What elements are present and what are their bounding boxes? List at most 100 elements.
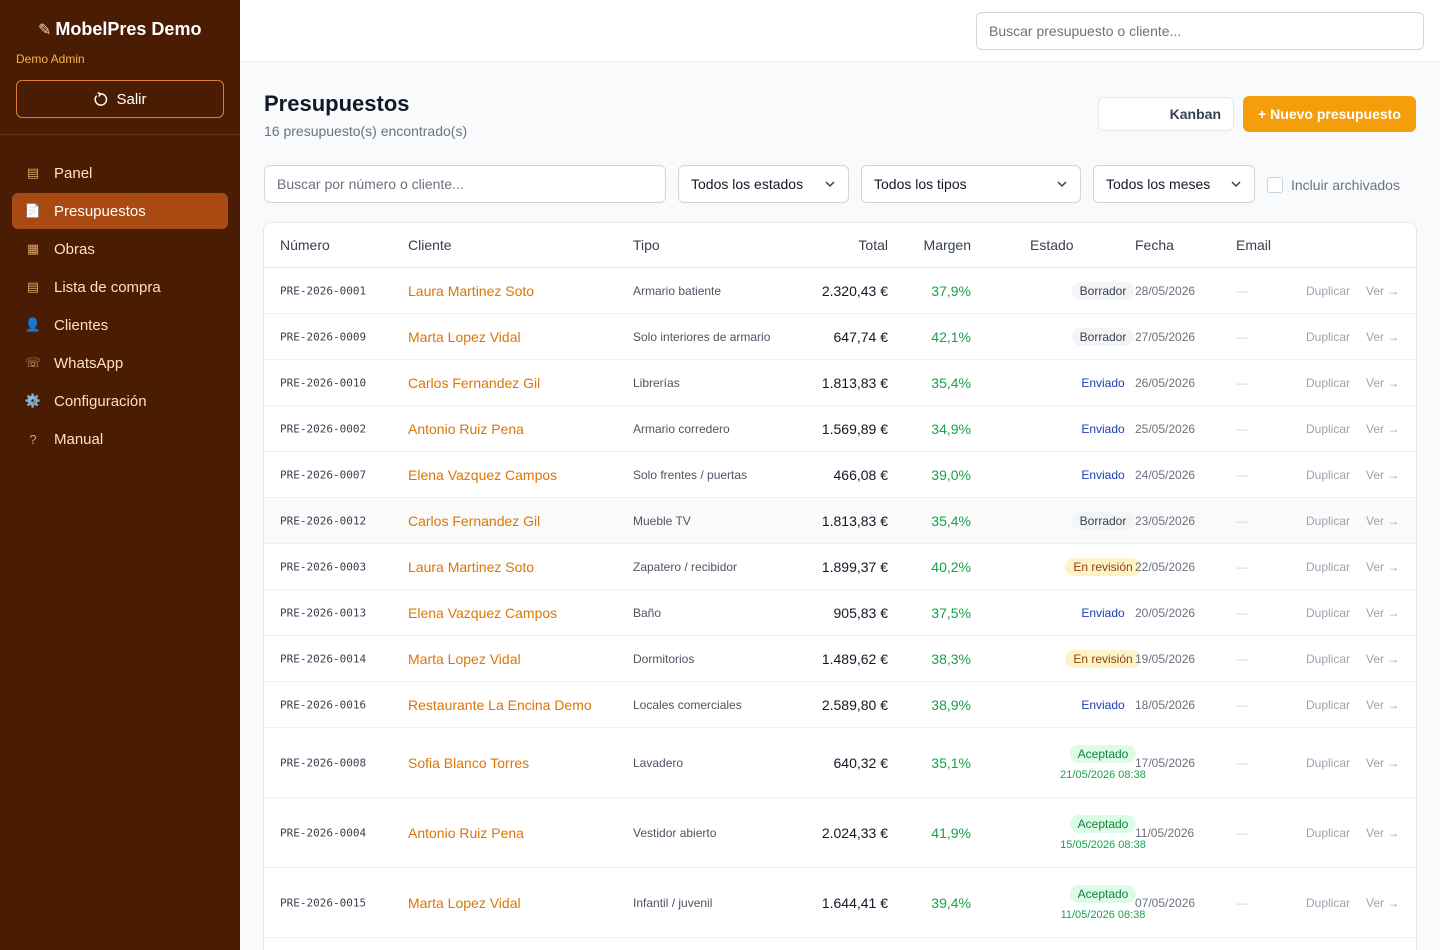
view-link[interactable]: Ver →: [1366, 513, 1400, 528]
table-row[interactable]: PRE-2026-0016 Restaurante La Encina Demo L…: [264, 682, 1416, 728]
client-link[interactable]: Antonio Ruiz Pena: [408, 420, 524, 437]
type-select[interactable]: Todos los tipos: [861, 165, 1081, 203]
global-search-input[interactable]: [976, 12, 1424, 50]
client-link[interactable]: Marta Lopez Vidal: [408, 650, 521, 667]
quote-type: Dormitorios: [633, 651, 695, 666]
sidebar-item-obras[interactable]: ▦ Obras: [12, 231, 228, 267]
duplicate-link[interactable]: Duplicar: [1306, 605, 1351, 620]
client-link[interactable]: Elena Vazquez Campos: [408, 604, 558, 621]
duplicate-link[interactable]: Duplicar: [1306, 697, 1351, 712]
new-quote-button[interactable]: + Nuevo presupuesto: [1243, 96, 1416, 132]
status-cell: En revisión: [1053, 649, 1153, 668]
quote-margin: 39,0%: [931, 466, 971, 483]
col-estado[interactable]: Estado: [1030, 237, 1074, 253]
col-cliente[interactable]: Cliente: [408, 237, 452, 253]
quote-margin: 38,3%: [931, 650, 971, 667]
include-archived-label: Incluir archivados: [1291, 177, 1400, 193]
col-total[interactable]: Total: [858, 237, 888, 253]
email-status: —: [1236, 755, 1248, 770]
lista-de-compra-icon: ▤: [26, 279, 40, 294]
view-link[interactable]: Ver →: [1366, 329, 1400, 344]
table-body: PRE-2026-0001 Laura Martinez Soto Armario …: [264, 268, 1416, 938]
view-link[interactable]: Ver →: [1366, 755, 1400, 770]
col-tipo[interactable]: Tipo: [633, 237, 660, 253]
duplicate-link[interactable]: Duplicar: [1306, 895, 1351, 910]
sidebar-item-whatsapp[interactable]: ☏ WhatsApp: [12, 345, 228, 381]
status-badge: Enviado: [1081, 605, 1125, 620]
sidebar-item-manual[interactable]: ? Manual: [12, 421, 228, 457]
col-margen[interactable]: Margen: [923, 237, 971, 253]
col-fecha[interactable]: Fecha: [1135, 237, 1174, 253]
quote-type: Librerías: [633, 375, 680, 390]
col-email[interactable]: Email: [1236, 237, 1272, 253]
client-link[interactable]: Marta Lopez Vidal: [408, 894, 521, 911]
client-link[interactable]: Carlos Fernandez Gil: [408, 512, 541, 529]
sidebar-item-panel[interactable]: ▤ Panel: [12, 155, 228, 191]
client-link[interactable]: Sofia Blanco Torres: [408, 754, 530, 771]
client-link[interactable]: Marta Lopez Vidal: [408, 328, 521, 345]
quote-type: Zapatero / recibidor: [633, 559, 738, 574]
sidebar-item-clientes[interactable]: 👤 Clientes: [12, 307, 228, 343]
client-link[interactable]: Restaurante La Encina Demo: [408, 696, 592, 713]
include-archived-checkbox[interactable]: [1267, 177, 1283, 193]
sidebar-item-configuracion[interactable]: ⚙️ Configuración: [12, 383, 228, 419]
table-row[interactable]: PRE-2026-0014 Marta Lopez Vidal Dormitorio…: [264, 636, 1416, 682]
logout-button[interactable]: Salir: [16, 80, 224, 118]
table-row[interactable]: PRE-2026-0015 Marta Lopez Vidal Infantil /…: [264, 868, 1416, 938]
month-select[interactable]: Todos los meses: [1093, 165, 1255, 203]
duplicate-link[interactable]: Duplicar: [1306, 283, 1351, 298]
duplicate-link[interactable]: Duplicar: [1306, 421, 1351, 436]
view-link[interactable]: Ver →: [1366, 559, 1400, 574]
view-link[interactable]: Ver →: [1366, 283, 1400, 298]
duplicate-link[interactable]: Duplicar: [1306, 825, 1351, 840]
col-numero[interactable]: Número: [280, 237, 330, 253]
table-row[interactable]: PRE-2026-0002 Antonio Ruiz Pena Armario co…: [264, 406, 1416, 452]
client-link[interactable]: Laura Martinez Soto: [408, 282, 535, 299]
duplicate-link[interactable]: Duplicar: [1306, 513, 1351, 528]
table-row[interactable]: PRE-2026-0007 Elena Vazquez Campos Solo fr…: [264, 452, 1416, 498]
table-row[interactable]: PRE-2026-0004 Antonio Ruiz Pena Vestidor a…: [264, 798, 1416, 868]
quote-total: 1.489,62 €: [821, 650, 888, 667]
duplicate-link[interactable]: Duplicar: [1306, 467, 1351, 482]
view-link[interactable]: Ver →: [1366, 651, 1400, 666]
email-status: —: [1236, 329, 1248, 344]
include-archived-toggle[interactable]: Incluir archivados: [1267, 177, 1400, 193]
sidebar-item-lista-de-compra[interactable]: ▤ Lista de compra: [12, 269, 228, 305]
quote-search-input[interactable]: [264, 165, 666, 203]
kanban-button[interactable]: Kanban: [1098, 97, 1234, 131]
table-row[interactable]: PRE-2026-0008 Sofia Blanco Torres Lavadero…: [264, 728, 1416, 798]
view-link[interactable]: Ver →: [1366, 375, 1400, 390]
view-link[interactable]: Ver →: [1366, 467, 1400, 482]
client-link[interactable]: Carlos Fernandez Gil: [408, 374, 541, 391]
table-row[interactable]: PRE-2026-0009 Marta Lopez Vidal Solo inter…: [264, 314, 1416, 360]
client-link[interactable]: Elena Vazquez Campos: [408, 466, 558, 483]
view-link[interactable]: Ver →: [1366, 421, 1400, 436]
brand[interactable]: ✎ MobelPres Demo: [38, 19, 201, 40]
table-row[interactable]: PRE-2026-0001 Laura Martinez Soto Armario …: [264, 268, 1416, 314]
view-link[interactable]: Ver →: [1366, 825, 1400, 840]
email-status: —: [1236, 375, 1248, 390]
logout-icon: [94, 91, 108, 106]
duplicate-link[interactable]: Duplicar: [1306, 651, 1351, 666]
quote-margin: 42,1%: [931, 328, 971, 345]
table-row[interactable]: PRE-2026-0013 Elena Vazquez Campos Baño 905…: [264, 590, 1416, 636]
quote-margin: 37,9%: [931, 282, 971, 299]
duplicate-link[interactable]: Duplicar: [1306, 755, 1351, 770]
sidebar-item-presupuestos[interactable]: 📄 Presupuestos: [12, 193, 228, 229]
table-row[interactable]: PRE-2026-0012 Carlos Fernandez Gil Mueble …: [264, 498, 1416, 544]
table-row[interactable]: PRE-2026-0010 Carlos Fernandez Gil Librerí…: [264, 360, 1416, 406]
view-link[interactable]: Ver →: [1366, 605, 1400, 620]
duplicate-link[interactable]: Duplicar: [1306, 329, 1351, 344]
view-link[interactable]: Ver →: [1366, 697, 1400, 712]
duplicate-link[interactable]: Duplicar: [1306, 559, 1351, 574]
status-select[interactable]: Todos los estados: [678, 165, 849, 203]
duplicate-link[interactable]: Duplicar: [1306, 375, 1351, 390]
quote-total: 1.569,89 €: [821, 420, 888, 437]
quote-type: Solo frentes / puertas: [633, 467, 748, 482]
view-link[interactable]: Ver →: [1366, 895, 1400, 910]
quote-total: 1.813,83 €: [821, 512, 888, 529]
table-header: Número Cliente Tipo Total Margen Estado …: [264, 223, 1416, 268]
client-link[interactable]: Antonio Ruiz Pena: [408, 824, 524, 841]
table-row[interactable]: PRE-2026-0003 Laura Martinez Soto Zapatero…: [264, 544, 1416, 590]
client-link[interactable]: Laura Martinez Soto: [408, 558, 535, 575]
